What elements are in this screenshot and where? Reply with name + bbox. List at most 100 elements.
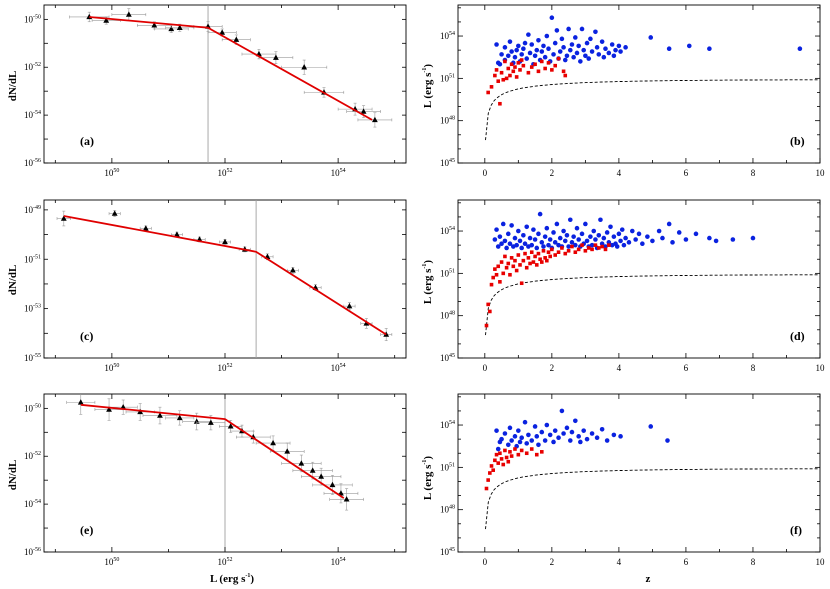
red-point-b (521, 63, 526, 68)
blue-point-f (611, 432, 617, 438)
red-point-d (509, 256, 514, 260)
triangle-marker (111, 210, 118, 216)
red-point-f (516, 452, 521, 457)
data-point-a (357, 112, 393, 128)
triangle-marker (176, 24, 183, 30)
blue-point-d (598, 217, 603, 223)
red-point-d (545, 258, 549, 263)
triangle-marker (298, 460, 305, 466)
red-point-b (550, 68, 554, 72)
triangle-marker (60, 215, 67, 221)
red-point-f (498, 451, 502, 456)
blue-point-f (576, 434, 581, 439)
blue-point-b (522, 40, 528, 46)
blue-point-f (536, 442, 541, 448)
blue-point-f (516, 428, 521, 433)
blue-point-d (534, 245, 540, 251)
triangle-marker (151, 22, 158, 28)
blue-point-d (573, 242, 578, 248)
blue-point-b (571, 54, 576, 60)
y-tick-label-e: 10-52 (24, 451, 41, 461)
data-point-c (56, 210, 71, 227)
blue-point-b (529, 42, 535, 47)
red-point-b (501, 77, 506, 82)
y-tick-label-e: 10-50 (24, 403, 41, 413)
y-tick-label-e: 10-56 (24, 547, 41, 557)
triangle-marker (222, 238, 228, 245)
x-tick-label-b: 0 (483, 168, 488, 178)
blue-point-b (502, 45, 508, 50)
y-tick-label-b: 1045 (440, 158, 455, 168)
y-tick-label-d: 1048 (440, 311, 455, 321)
blue-point-f (556, 435, 561, 441)
triangle-marker (77, 399, 84, 405)
red-point-d (586, 246, 591, 250)
blue-point-f (509, 438, 514, 443)
red-point-d (533, 254, 537, 259)
red-point-f (494, 452, 499, 457)
blue-point-d (656, 228, 662, 234)
blue-point-f (578, 439, 583, 445)
red-point-b (504, 76, 509, 81)
x-tick-label-d: 4 (617, 363, 622, 373)
ylabel-a: dN/dL (7, 71, 19, 102)
red-point-d (511, 264, 516, 269)
red-point-d (498, 280, 502, 284)
blue-point-f (594, 435, 600, 441)
blue-point-f (573, 418, 578, 424)
blue-point-f (532, 424, 538, 429)
red-point-d (600, 244, 604, 249)
blue-point-b (542, 54, 548, 60)
panel-e: 1050 1052 1054 10-50 10-52 10-54 10-56 (e) (24, 393, 407, 567)
triangle-marker (346, 302, 353, 309)
y-tick-label-d: 1045 (440, 353, 455, 363)
red-point-b (526, 70, 531, 75)
blue-point-d (584, 238, 590, 244)
y-tick-label-d: 1051 (440, 268, 455, 278)
plot-area-e (66, 394, 364, 552)
blue-point-d (676, 230, 682, 235)
blue-point-f (599, 426, 605, 432)
x-tick-label-b: 8 (751, 168, 756, 178)
red-point-b (514, 75, 519, 79)
y-tick-label-e: 10-54 (24, 499, 41, 509)
data-point-a (337, 102, 373, 116)
blue-point-d (693, 231, 699, 237)
blue-point-d (542, 234, 548, 239)
blue-point-f (519, 435, 524, 441)
blue-point-d (621, 242, 627, 248)
red-point-d (528, 261, 532, 266)
red-point-b (529, 65, 534, 69)
blue-point-d (670, 240, 675, 245)
blue-point-b (514, 47, 519, 53)
red-point-d (493, 267, 497, 271)
red-point-b (511, 69, 516, 74)
blue-point-f (529, 438, 535, 443)
blue-point-f (539, 429, 545, 435)
x-tick-label-b: 2 (550, 168, 555, 178)
blue-point-b (579, 26, 585, 32)
blue-point-d (532, 237, 538, 242)
blue-point-d (614, 244, 620, 249)
data-point-a (165, 23, 195, 32)
blue-point-d (616, 231, 622, 237)
red-point-b (553, 63, 558, 68)
red-point-b (563, 73, 568, 78)
red-point-d (563, 251, 568, 256)
red-point-d (543, 256, 547, 260)
red-point-d (596, 246, 601, 250)
blue-point-b (566, 26, 571, 32)
red-point-d (503, 254, 507, 259)
ylabel-e: dN/dL (7, 460, 19, 491)
red-point-f (493, 458, 497, 463)
x-tick-label-a: 1054 (331, 168, 346, 178)
red-point-f (503, 448, 507, 453)
blue-point-d (527, 235, 533, 241)
red-point-d (556, 250, 561, 254)
data-point-a (258, 51, 294, 64)
red-point-d (524, 265, 529, 270)
red-point-d (489, 282, 494, 287)
blue-point-d (544, 225, 550, 231)
blue-point-d (547, 237, 553, 242)
red-point-b (503, 59, 507, 64)
